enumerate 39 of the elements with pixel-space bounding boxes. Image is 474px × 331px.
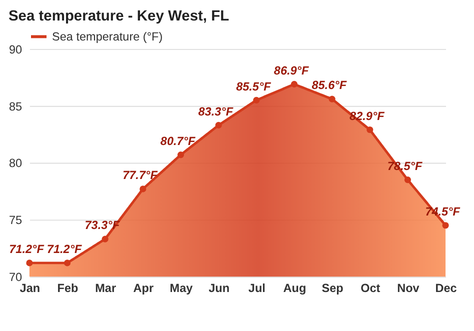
point [177, 152, 184, 158]
point [442, 222, 449, 229]
x-tick-label: Mar [95, 282, 116, 295]
legend-label: Sea temperature (°F) [52, 30, 163, 44]
point [26, 260, 33, 266]
x-tick-label: Feb [57, 282, 78, 295]
y-tick-label: 90 [8, 43, 23, 56]
point [366, 126, 374, 134]
x-tick-label: Jan [20, 282, 40, 295]
y-tick-label: 80 [8, 157, 23, 170]
x-tick-label: Sep [322, 282, 344, 295]
data-label: 83.3°F [198, 105, 234, 118]
y-tick-label: 70 [8, 271, 23, 284]
x-tick-label: Nov [397, 282, 420, 295]
data-label: 85.6°F [312, 79, 348, 92]
point [404, 176, 412, 184]
point [102, 236, 108, 242]
x-tick-label: Aug [283, 282, 306, 295]
data-label: 77.7°F [122, 169, 158, 182]
data-label: 71.2°F [46, 243, 83, 256]
point [140, 186, 146, 192]
y-tick-label: 75 [8, 214, 23, 228]
chart-title: Sea temperature - Key West, FL [8, 8, 230, 24]
point [253, 96, 260, 104]
point [64, 260, 71, 266]
x-tick-label: Jul [248, 282, 266, 295]
x-tick-label: Dec [435, 282, 458, 295]
data-label: 80.7°F [160, 134, 196, 148]
x-tick-label: Apr [133, 282, 154, 295]
point [290, 80, 298, 88]
point [328, 96, 336, 102]
point [215, 122, 222, 128]
data-label: 85.5°F [236, 80, 272, 94]
data-label: 71.2°F [9, 243, 45, 256]
x-tick-label: May [170, 282, 194, 295]
data-label: 86.9°F [274, 64, 310, 78]
x-tick-label: Jun [208, 282, 230, 295]
x-tick-label: Oct [360, 282, 380, 295]
y-tick-label: 85 [8, 100, 23, 114]
